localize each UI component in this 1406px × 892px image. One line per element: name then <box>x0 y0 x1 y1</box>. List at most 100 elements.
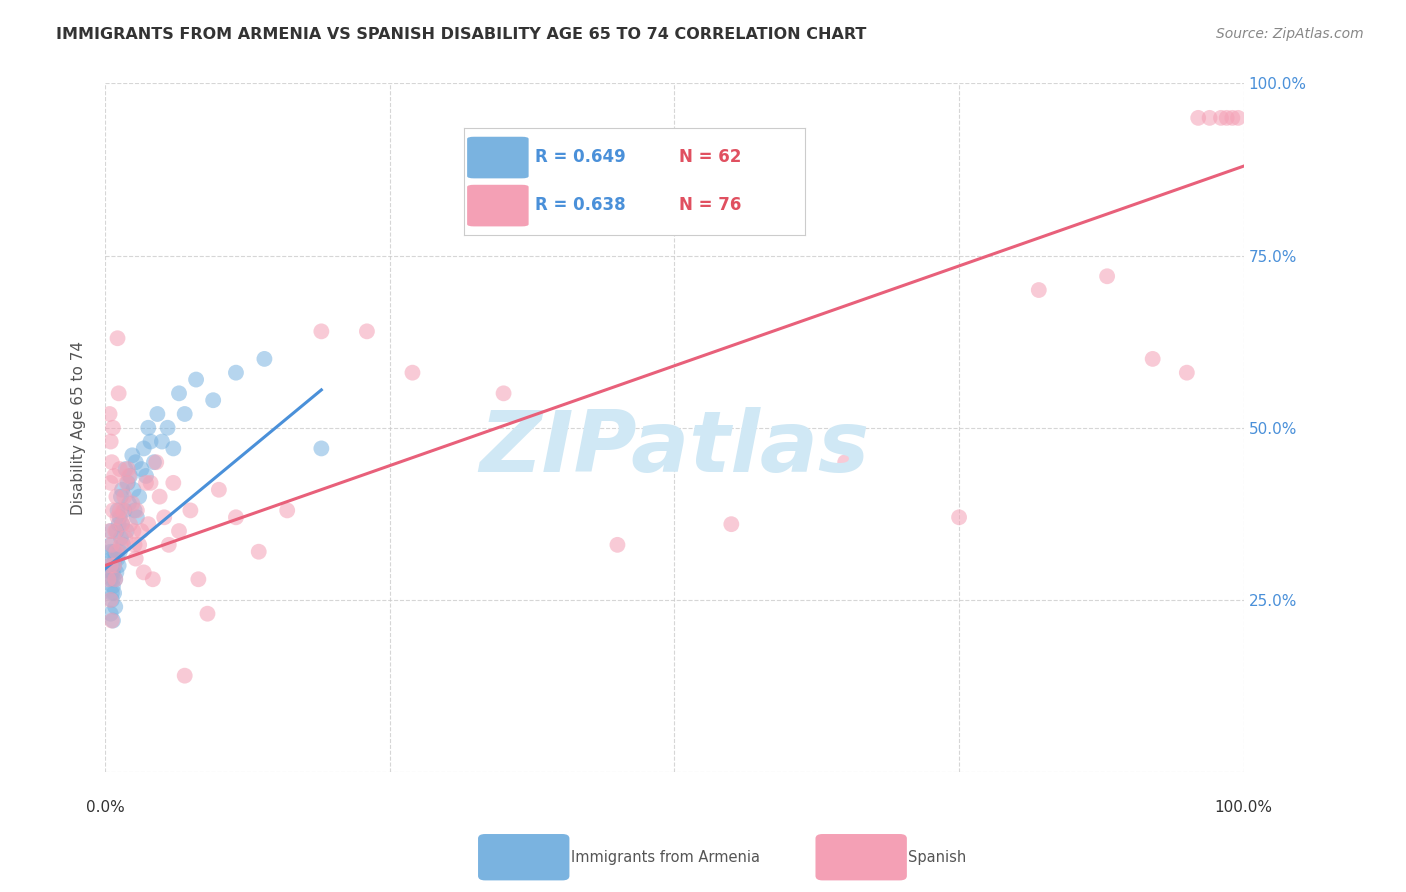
Point <box>118 469 141 483</box>
Point <box>105 490 128 504</box>
Point <box>132 442 155 456</box>
Point <box>114 462 136 476</box>
Point <box>108 510 131 524</box>
Text: Immigrants from Armenia: Immigrants from Armenia <box>571 850 759 864</box>
Point <box>101 579 124 593</box>
Point <box>1198 111 1220 125</box>
Point <box>114 531 136 545</box>
Point <box>1215 111 1237 125</box>
Y-axis label: Disability Age 65 to 74: Disability Age 65 to 74 <box>72 341 86 515</box>
Point <box>107 517 129 532</box>
Point <box>1187 111 1209 125</box>
Point <box>124 538 146 552</box>
Point <box>105 566 128 580</box>
Point <box>107 503 129 517</box>
Point <box>1209 111 1232 125</box>
Point <box>311 442 333 456</box>
Point <box>145 455 167 469</box>
Point <box>118 469 141 483</box>
Point <box>125 551 148 566</box>
Point <box>100 524 122 538</box>
Text: 100.0%: 100.0% <box>1215 799 1272 814</box>
Point <box>100 545 122 559</box>
Text: 0.0%: 0.0% <box>86 799 124 814</box>
Point <box>112 503 135 517</box>
Point <box>128 490 150 504</box>
Point <box>108 503 131 517</box>
Point <box>606 538 628 552</box>
Point <box>1175 366 1198 380</box>
Point <box>110 538 132 552</box>
Point <box>101 593 124 607</box>
Point <box>98 407 121 421</box>
Point <box>1028 283 1050 297</box>
Point <box>101 566 124 580</box>
Point <box>131 524 153 538</box>
Text: Source: ZipAtlas.com: Source: ZipAtlas.com <box>1216 27 1364 41</box>
Point <box>122 524 145 538</box>
Point <box>1222 111 1244 125</box>
Point <box>125 455 148 469</box>
Point <box>225 366 247 380</box>
Point <box>103 558 125 573</box>
Point <box>202 393 225 408</box>
Point <box>948 510 970 524</box>
Point <box>100 558 122 573</box>
Point <box>1142 351 1164 366</box>
Point <box>101 614 124 628</box>
Point <box>104 572 127 586</box>
Point <box>247 545 270 559</box>
Point <box>167 524 190 538</box>
Text: ZIPatlas: ZIPatlas <box>479 407 869 490</box>
Text: Spanish: Spanish <box>908 850 966 864</box>
Point <box>142 572 165 586</box>
Point <box>101 455 124 469</box>
Point <box>118 496 141 510</box>
Text: IMMIGRANTS FROM ARMENIA VS SPANISH DISABILITY AGE 65 TO 74 CORRELATION CHART: IMMIGRANTS FROM ARMENIA VS SPANISH DISAB… <box>56 27 866 42</box>
Point <box>834 455 856 469</box>
Point <box>124 503 146 517</box>
Point <box>253 351 276 366</box>
Point <box>100 572 122 586</box>
Point <box>103 545 125 559</box>
Point <box>107 331 129 345</box>
Point <box>128 538 150 552</box>
Point <box>100 434 122 449</box>
Point <box>104 599 127 614</box>
Point <box>101 551 124 566</box>
Point <box>720 517 742 532</box>
Point <box>156 421 179 435</box>
Point <box>139 475 162 490</box>
Point <box>101 421 124 435</box>
Point <box>101 572 124 586</box>
Point <box>136 517 159 532</box>
Point <box>149 490 172 504</box>
Point <box>103 586 125 600</box>
Point <box>101 538 124 552</box>
Point <box>162 442 184 456</box>
Point <box>492 386 515 401</box>
Point <box>98 524 121 538</box>
Point <box>125 510 148 524</box>
Point <box>173 668 195 682</box>
Point <box>104 551 127 566</box>
Point <box>118 517 141 532</box>
Point <box>121 448 143 462</box>
Point <box>401 366 423 380</box>
Point <box>110 490 132 504</box>
Point <box>135 469 157 483</box>
Point <box>125 503 148 517</box>
Point <box>197 607 219 621</box>
Point <box>143 455 166 469</box>
Point <box>104 572 127 586</box>
Point <box>136 421 159 435</box>
Point <box>1227 111 1250 125</box>
Point <box>107 510 129 524</box>
Point <box>115 524 138 538</box>
Point <box>115 475 138 490</box>
Point <box>135 475 157 490</box>
Point <box>104 524 127 538</box>
Point <box>311 324 333 338</box>
Point <box>103 469 125 483</box>
Point <box>187 572 209 586</box>
